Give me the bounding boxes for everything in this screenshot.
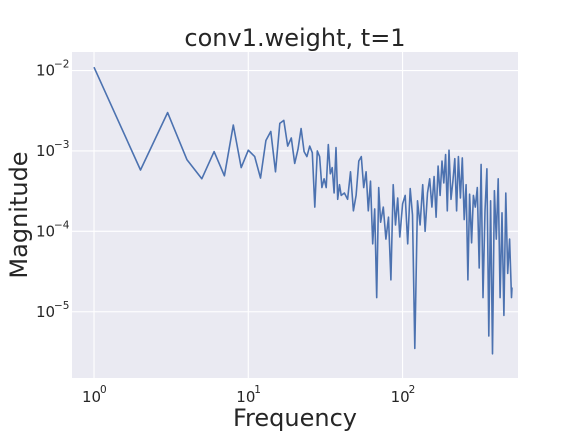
chart-title: conv1.weight, t=1 — [184, 24, 405, 52]
grid — [72, 52, 518, 378]
x-tick-exponent: 2 — [409, 384, 416, 396]
y-axis-label: Magnitude — [5, 151, 33, 278]
series-line — [93, 66, 513, 355]
x-tick-label: 10 — [391, 388, 410, 406]
y-tick-label: 10 — [36, 222, 55, 240]
y-tick-label: 10 — [36, 303, 55, 321]
plot-area — [72, 52, 518, 378]
y-tick-label: 10 — [36, 142, 55, 160]
y-tick-exponent: −2 — [54, 59, 69, 71]
x-tick-label: 10 — [236, 388, 255, 406]
y-tick-exponent: −5 — [54, 300, 69, 312]
plot-lines — [93, 66, 513, 355]
y-tick-label: 10 — [36, 62, 55, 80]
x-tick-exponent: 1 — [254, 384, 261, 396]
x-tick-exponent: 0 — [100, 384, 107, 396]
x-tick-label: 10 — [82, 388, 101, 406]
y-tick-exponent: −4 — [54, 219, 70, 231]
x-axis-label: Frequency — [233, 404, 357, 432]
y-tick-exponent: −3 — [54, 139, 69, 151]
